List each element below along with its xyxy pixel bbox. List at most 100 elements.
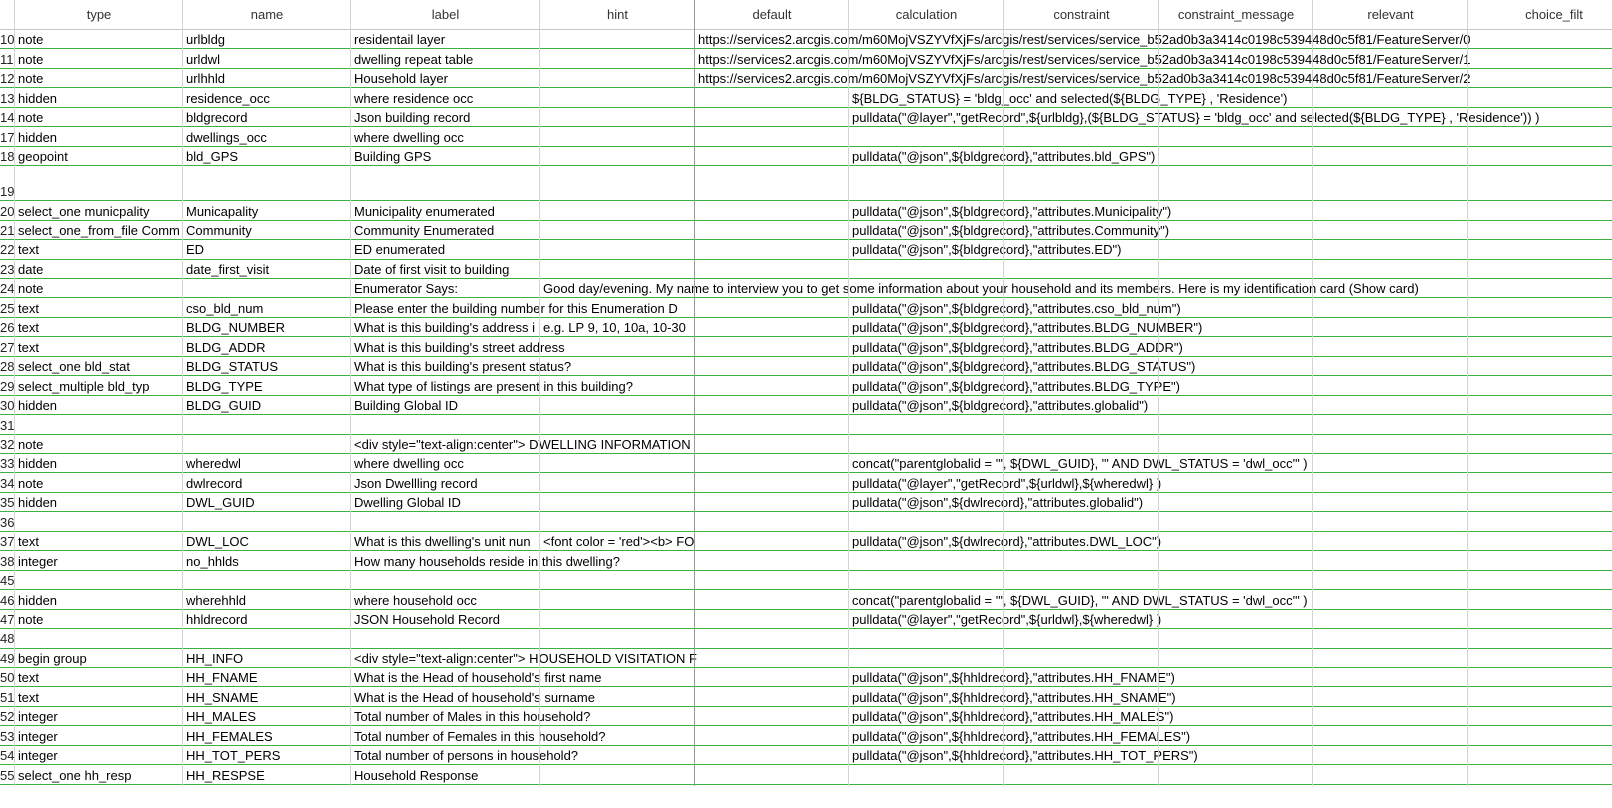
cell[interactable]: hidden xyxy=(18,456,58,472)
cell[interactable]: residentail layer xyxy=(354,32,446,48)
cell[interactable]: BLDG_TYPE xyxy=(186,378,263,394)
cell[interactable]: hidden xyxy=(18,129,58,145)
row-number[interactable]: 33 xyxy=(0,454,15,474)
cell[interactable]: note xyxy=(18,281,44,297)
cell[interactable]: Json Dwellling record xyxy=(354,475,478,491)
cell[interactable]: text xyxy=(18,242,39,258)
cell[interactable]: pulldata("@json",${dwlrecord},"attribute… xyxy=(852,534,1162,550)
cell[interactable]: text xyxy=(18,300,39,316)
cell[interactable]: What is this dwelling's unit nun xyxy=(354,534,531,550)
row-number[interactable]: 45 xyxy=(0,570,15,591)
cell[interactable]: dwlrecord xyxy=(186,475,243,491)
cell[interactable]: dwelling repeat table xyxy=(354,51,474,67)
row-number[interactable]: 13 xyxy=(0,88,15,108)
cell[interactable]: select_one hh_resp xyxy=(18,767,132,783)
row-number[interactable]: 14 xyxy=(0,107,15,128)
cell[interactable]: Community Enumerated xyxy=(354,223,495,239)
cell[interactable]: pulldata("@layer","getRecord",${urldwl},… xyxy=(852,612,1162,628)
row-number[interactable]: 17 xyxy=(0,127,15,147)
row-number[interactable]: 30 xyxy=(0,395,15,416)
cell[interactable]: concat("parentglobalid = '", ${DWL_GUID}… xyxy=(852,592,1308,608)
cell[interactable]: note xyxy=(18,436,44,452)
cell[interactable]: dwellings_occ xyxy=(186,129,267,145)
cell[interactable]: https://services2.arcgis.com/m60MojVSZYV… xyxy=(698,51,1471,67)
cell[interactable]: note xyxy=(18,475,44,491)
column-header[interactable]: calculation xyxy=(849,0,1004,30)
cell[interactable]: BLDG_STATUS xyxy=(186,359,278,375)
cell[interactable]: What is the Head of household's first na… xyxy=(354,670,602,686)
cell[interactable]: pulldata("@json",${bldgrecord},"attribut… xyxy=(852,242,1122,258)
row-number[interactable]: 22 xyxy=(0,240,15,260)
cell[interactable]: Dwelling Global ID xyxy=(354,495,461,511)
cell[interactable]: pulldata("@json",${bldgrecord},"attribut… xyxy=(852,398,1149,414)
column-header[interactable]: constraint xyxy=(1004,0,1159,30)
cell[interactable]: wheredwl xyxy=(186,456,241,472)
row-number[interactable]: 52 xyxy=(0,706,15,727)
row-number[interactable]: 19 xyxy=(0,166,15,202)
cell[interactable]: integer xyxy=(18,728,58,744)
cell[interactable]: urlhhld xyxy=(186,71,226,87)
row-number[interactable]: 47 xyxy=(0,609,15,630)
cell[interactable]: Total number of persons in household? xyxy=(354,748,579,764)
cell[interactable]: Total number of Females in this househol… xyxy=(354,728,606,744)
cell[interactable]: pulldata("@layer","getRecord",${urldwl},… xyxy=(852,475,1162,491)
cell[interactable]: Total number of Males in this household? xyxy=(354,709,591,725)
row-number[interactable]: 27 xyxy=(0,337,15,357)
row-number[interactable]: 34 xyxy=(0,473,15,493)
cell[interactable]: note xyxy=(18,71,44,87)
cell[interactable]: HH_FEMALES xyxy=(186,728,273,744)
row-number[interactable]: 28 xyxy=(0,356,15,377)
row-number[interactable]: 46 xyxy=(0,590,15,610)
cell[interactable]: hidden xyxy=(18,592,58,608)
cell[interactable]: urlbldg xyxy=(186,32,226,48)
cell[interactable]: https://services2.arcgis.com/m60MojVSZYV… xyxy=(698,71,1471,87)
cell[interactable]: What type of listings are present in thi… xyxy=(354,378,633,394)
row-number[interactable]: 11 xyxy=(0,49,15,69)
cell[interactable]: note xyxy=(18,110,44,126)
column-header[interactable]: relevant xyxy=(1313,0,1468,30)
row-number[interactable]: 31 xyxy=(0,415,15,435)
row-number[interactable]: 29 xyxy=(0,376,15,396)
cell[interactable]: BLDG_ADDR xyxy=(186,339,266,355)
cell[interactable]: <font color = 'red'><b> FO xyxy=(543,534,695,550)
column-header[interactable]: label xyxy=(351,0,540,30)
cell[interactable]: ED xyxy=(186,242,205,258)
cell[interactable]: e.g. LP 9, 10, 10a, 10-30 xyxy=(543,320,686,336)
column-header[interactable]: choice_filt xyxy=(1468,0,1612,30)
cell[interactable]: text xyxy=(18,670,39,686)
cell[interactable]: text xyxy=(18,320,39,336)
cell[interactable]: pulldata("@json",${bldgrecord},"attribut… xyxy=(852,203,1172,219)
cell[interactable]: integer xyxy=(18,748,58,764)
cell[interactable]: How many households reside in this dwell… xyxy=(354,553,620,569)
cell[interactable]: BLDG_GUID xyxy=(186,398,262,414)
row-number[interactable]: 55 xyxy=(0,765,15,785)
cell[interactable]: HH_INFO xyxy=(186,650,244,666)
cell[interactable]: hidden xyxy=(18,495,58,511)
cell[interactable]: Building Global ID xyxy=(354,398,459,414)
row-number[interactable]: 10 xyxy=(0,30,15,50)
cell[interactable]: where residence occ xyxy=(354,90,474,106)
column-header[interactable]: constraint_message xyxy=(1159,0,1313,30)
column-header[interactable]: name xyxy=(183,0,351,30)
cell[interactable]: Please enter the building number for thi… xyxy=(354,300,678,316)
cell[interactable]: text xyxy=(18,534,39,550)
row-number[interactable]: 12 xyxy=(0,68,15,89)
cell[interactable]: date_first_visit xyxy=(186,261,270,277)
row-number[interactable]: 36 xyxy=(0,512,15,532)
cell[interactable]: text xyxy=(18,689,39,705)
cell[interactable]: <div style="text-align:center"> HOUSEHOL… xyxy=(354,650,697,666)
row-number[interactable]: 35 xyxy=(0,492,15,513)
cell[interactable]: What is the Head of household's surname xyxy=(354,689,595,705)
cell[interactable]: hidden xyxy=(18,398,58,414)
cell[interactable]: select_one_from_file Comm xyxy=(18,223,180,239)
cell[interactable]: DWL_LOC xyxy=(186,534,249,550)
cell[interactable]: Date of first visit to building xyxy=(354,261,510,277)
cell[interactable]: begin group xyxy=(18,650,87,666)
cell[interactable]: pulldata("@json",${bldgrecord},"attribut… xyxy=(852,378,1180,394)
cell[interactable]: HH_FNAME xyxy=(186,670,258,686)
cell[interactable]: ${BLDG_STATUS} = 'bldg_occ' and selected… xyxy=(852,90,1288,106)
row-number[interactable]: 20 xyxy=(0,201,15,221)
row-number[interactable]: 26 xyxy=(0,317,15,338)
row-number[interactable]: 21 xyxy=(0,220,15,241)
cell[interactable]: bld_GPS xyxy=(186,149,239,165)
